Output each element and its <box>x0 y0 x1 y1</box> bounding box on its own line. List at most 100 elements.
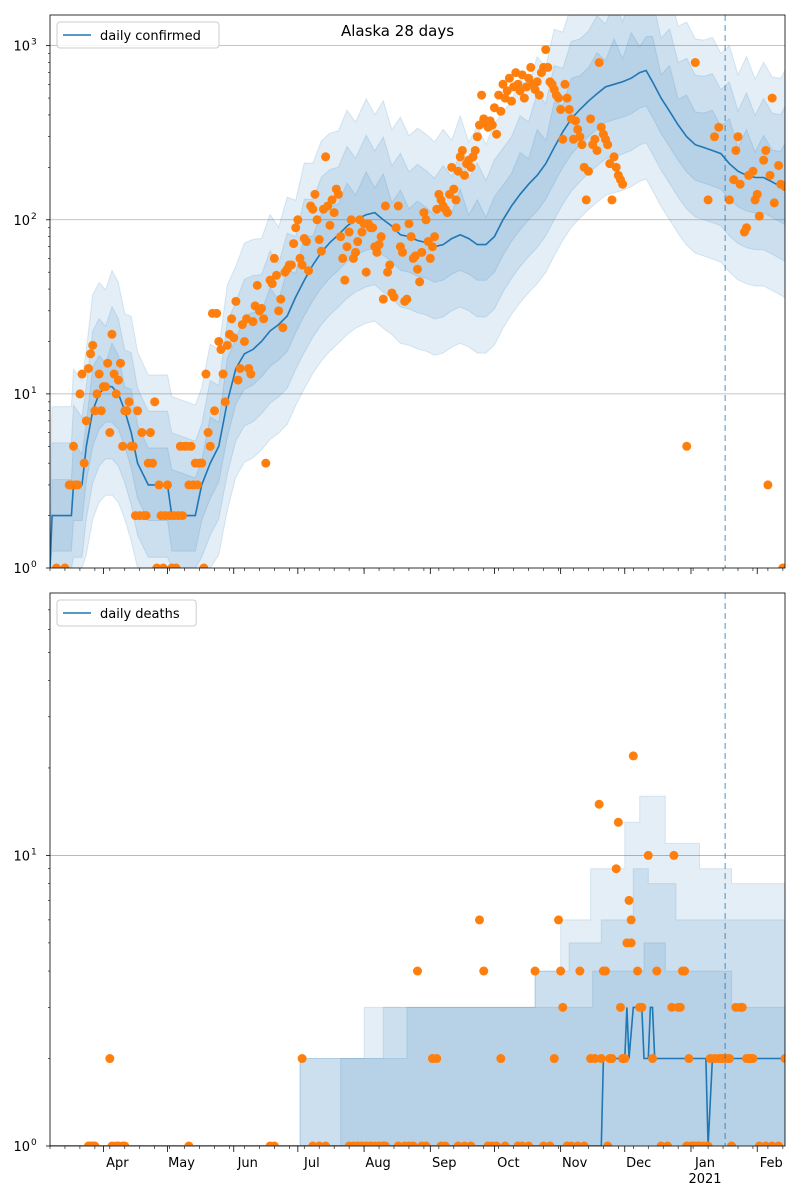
observed-point <box>609 152 619 162</box>
observed-point <box>613 817 623 827</box>
observed-point <box>103 358 113 368</box>
observed-point <box>90 406 100 416</box>
median-line <box>50 1006 785 1146</box>
y-tick-exponent: 1 <box>31 386 37 396</box>
observed-point <box>148 458 158 468</box>
observed-point <box>101 382 111 392</box>
observed-point <box>626 915 636 925</box>
observed-point <box>297 1054 307 1064</box>
observed-point <box>590 134 600 144</box>
observed-point <box>774 1141 784 1146</box>
y-tick-label: 10 <box>13 40 30 55</box>
observed-point <box>778 563 785 568</box>
observed-point <box>218 369 228 379</box>
x-tick-label: Aug <box>365 1156 390 1171</box>
observed-point <box>477 90 487 100</box>
observed-point <box>336 232 346 242</box>
observed-point <box>502 86 512 96</box>
x-tick-label: Sep <box>432 1156 457 1171</box>
observed-point <box>492 129 502 139</box>
observed-point <box>684 1054 694 1064</box>
observed-point <box>564 104 574 114</box>
axes-frame <box>49 592 786 1147</box>
observed-point <box>340 275 350 285</box>
observed-point <box>526 62 536 72</box>
observed-point <box>79 458 89 468</box>
observed-point <box>393 201 403 211</box>
observed-point <box>425 253 435 263</box>
observed-point <box>344 227 354 237</box>
observed-point <box>141 511 151 521</box>
observed-point <box>90 1141 100 1146</box>
observed-point <box>607 195 617 205</box>
observed-point <box>735 179 745 189</box>
observed-point <box>120 1141 130 1146</box>
observed-point <box>316 246 326 256</box>
observed-point <box>474 915 484 925</box>
x-tick-label: Oct <box>497 1156 519 1171</box>
observed-point <box>573 124 583 134</box>
observed-point <box>402 294 412 304</box>
observed-point <box>133 406 143 416</box>
observed-point <box>554 915 564 925</box>
observed-point <box>624 895 634 905</box>
observed-point <box>460 170 470 180</box>
observed-point <box>579 1141 589 1146</box>
observed-point <box>246 369 256 379</box>
observed-point <box>496 106 506 116</box>
observed-point <box>427 242 437 252</box>
observed-point <box>724 195 734 205</box>
observed-point <box>413 966 422 976</box>
observed-point <box>449 184 459 194</box>
observed-point <box>128 441 138 451</box>
observed-point <box>430 232 440 242</box>
observed-point <box>216 344 226 354</box>
observed-point <box>703 1141 713 1146</box>
y-tick-exponent: 0 <box>31 560 37 570</box>
observed-point <box>541 45 551 55</box>
y-tick-exponent: 2 <box>31 212 37 222</box>
uncertainty-band <box>50 15 785 568</box>
observed-point <box>88 340 98 350</box>
observed-point <box>754 211 764 221</box>
observed-point <box>274 306 284 316</box>
observed-point <box>470 145 480 155</box>
observed-point <box>637 1002 647 1012</box>
observed-point <box>633 966 643 976</box>
observed-point <box>611 162 621 172</box>
observed-point <box>73 480 83 490</box>
observed-point <box>680 966 690 976</box>
observed-point <box>380 201 390 211</box>
observed-point <box>353 237 363 247</box>
observed-point <box>682 441 692 451</box>
observed-point <box>406 232 416 242</box>
x-tick-label: Feb <box>760 1156 783 1171</box>
observed-point <box>391 223 401 233</box>
observed-point <box>310 189 320 199</box>
observed-point <box>543 62 553 72</box>
observed-point <box>69 441 79 451</box>
observed-point <box>421 1141 431 1146</box>
observed-point <box>727 1141 737 1146</box>
axes-frame <box>49 14 786 569</box>
y-tick-label: 10 <box>13 388 30 403</box>
observed-point <box>496 1054 506 1064</box>
observed-point <box>590 1054 600 1064</box>
observed-point <box>378 294 388 304</box>
observed-point <box>357 227 367 237</box>
observed-point <box>581 195 591 205</box>
observed-point <box>498 79 508 89</box>
observed-point <box>586 114 596 124</box>
y-tick-label: 10 <box>13 562 30 577</box>
observed-point <box>154 480 164 490</box>
observed-point <box>96 406 106 416</box>
observed-point <box>60 563 70 568</box>
observed-point <box>519 93 529 103</box>
y-tick-exponent: 3 <box>31 38 37 48</box>
observed-point <box>286 260 296 270</box>
observed-point <box>184 1141 194 1146</box>
observed-point <box>83 363 93 373</box>
legend-label: daily deaths <box>100 607 180 622</box>
observed-point <box>398 247 408 257</box>
